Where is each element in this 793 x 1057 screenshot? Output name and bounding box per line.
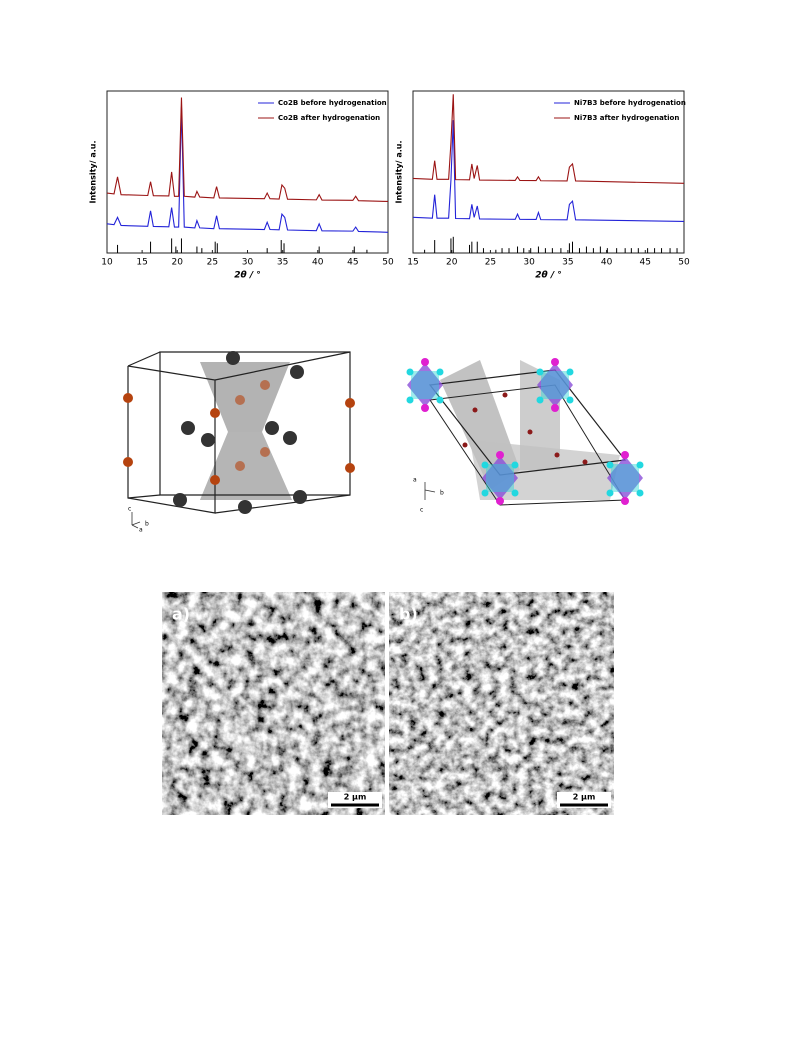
- x-tick-label: 20: [172, 258, 184, 268]
- x-tick-label: 30: [523, 258, 535, 268]
- x-tick-label: 25: [485, 258, 496, 268]
- ni-atoms-2: [406, 368, 644, 497]
- sem-panel: a) 2 μm: [162, 592, 385, 815]
- axis-label: c: [420, 507, 423, 514]
- xrd-trace: [412, 94, 685, 184]
- cell-edge: [127, 494, 161, 499]
- xrd-trace: [412, 120, 685, 222]
- sem-image: [162, 592, 385, 815]
- x-tick-label: 40: [601, 258, 613, 268]
- y-axis-label: Intensity/ a.u.: [395, 140, 404, 203]
- sem-image: [389, 592, 614, 815]
- sem-panel: b) 2 μm: [389, 592, 614, 815]
- panel-label: b): [399, 605, 418, 624]
- legend-label: Ni7B3 before hydrogenation: [574, 99, 686, 107]
- xrd-chart: 15 20 25 30 35 40 45 50 2θ / ° Intensity/ a.u. Ni7…: [395, 90, 690, 281]
- xrd-trace: [106, 107, 389, 233]
- cell-edge: [214, 351, 351, 381]
- ni-atoms: [421, 358, 629, 505]
- x-tick-label: 10: [101, 258, 113, 268]
- axis-label: a: [139, 527, 143, 534]
- legend-label: Co2B after hydrogenation: [278, 114, 380, 122]
- xrd-chart: 10 15 20 25 30 35 40 45 50 2θ / ° Intensity/ a.u. C…: [89, 90, 394, 281]
- x-tick-label: 15: [136, 258, 147, 268]
- x-axis-label: 2θ / °: [234, 271, 261, 281]
- scale-label: 2 μm: [344, 793, 367, 802]
- plot-frame: [412, 90, 685, 254]
- xrd-trace: [106, 97, 389, 203]
- b-atoms: [123, 380, 355, 485]
- x-tick-label: 45: [640, 258, 651, 268]
- x-tick-label: 40: [312, 258, 324, 268]
- x-tick-label: 35: [277, 258, 288, 268]
- legend-label: Co2B before hydrogenation: [278, 99, 387, 107]
- x-tick-label: 20: [446, 258, 458, 268]
- legend-label: Ni7B3 after hydrogenation: [574, 114, 679, 122]
- cell-edge: [127, 351, 161, 367]
- axis-label: a: [413, 477, 417, 484]
- y-axis-label: Intensity/ a.u.: [89, 140, 98, 203]
- axis-label: b: [440, 490, 444, 497]
- x-tick-label: 25: [207, 258, 218, 268]
- x-axis-label: 2θ / °: [535, 271, 562, 281]
- axis-label: b: [145, 521, 149, 528]
- x-tick-label: 45: [347, 258, 358, 268]
- axis-label: c: [128, 506, 131, 513]
- x-tick-label: 50: [382, 258, 394, 268]
- axes-icon: [131, 512, 141, 529]
- scale-label: 2 μm: [573, 793, 596, 802]
- b-atoms: [462, 392, 588, 465]
- ni7b3-structure: a b c: [406, 358, 644, 514]
- co-atoms: [173, 351, 307, 514]
- x-tick-label: 50: [678, 258, 690, 268]
- x-tick-label: 35: [562, 258, 573, 268]
- x-tick-label: 15: [407, 258, 418, 268]
- panel-label: a): [172, 605, 190, 624]
- octahedra: [407, 363, 643, 500]
- axes-icon: [424, 482, 436, 500]
- cell-edge: [214, 494, 351, 514]
- x-tick-label: 30: [242, 258, 254, 268]
- co2b-structure: c a b: [123, 351, 355, 534]
